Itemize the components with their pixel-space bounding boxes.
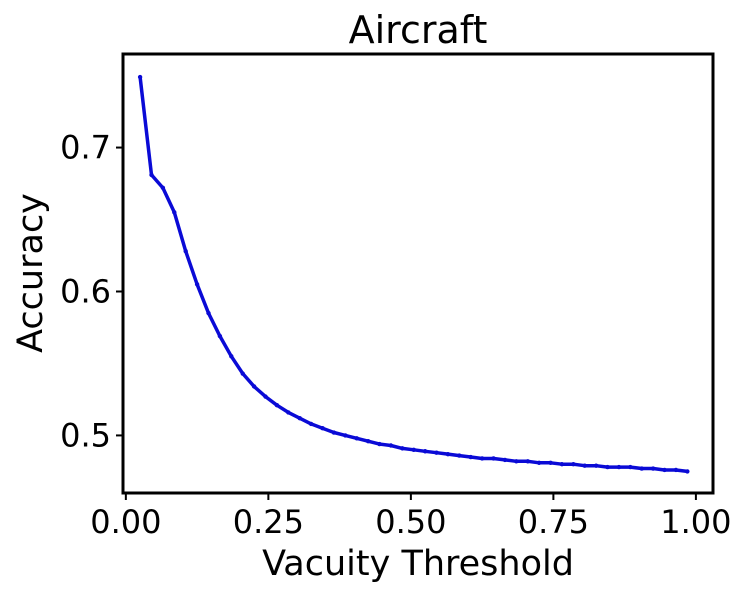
data-point [685,469,690,474]
data-point [377,441,382,447]
data-point [137,74,143,80]
data-point [286,410,291,415]
data-point [160,185,166,191]
data-point [559,462,565,467]
x-tick-label: 0.75 [518,503,589,541]
data-point [593,463,599,468]
data-point [616,464,622,470]
x-tick-label: 0.50 [375,503,446,541]
data-point [639,466,644,471]
data-point [457,453,462,458]
data-point [263,394,268,399]
y-axis-ticks: 0.5 0.6 0.7 [60,129,123,454]
data-point [251,384,257,389]
data-point [662,467,667,473]
data-point [297,415,302,421]
data-point [183,248,188,254]
data-point [229,354,234,359]
data-point [571,462,576,467]
x-tick-label: 1.00 [660,503,731,541]
y-tick-label: 0.7 [60,129,111,167]
data-point [548,460,553,465]
data-point [365,438,371,444]
data-point [331,430,337,435]
data-point [434,450,439,455]
data-point [354,436,359,441]
x-tick-label: 0.00 [90,503,161,541]
data-point [650,466,656,471]
data-point [217,333,223,339]
chart-title: Aircraft [349,8,488,52]
data-point [502,457,508,463]
data-point [582,463,587,468]
data-point [628,464,633,470]
data-point [240,371,245,376]
data-point [400,446,405,451]
data-point [605,464,610,470]
plot-layer [137,74,690,474]
data-point [343,433,348,438]
data-point [172,210,177,215]
x-axis-ticks: 0.00 0.25 0.50 0.75 1.00 [90,493,732,541]
data-point [491,456,496,461]
data-point [274,403,280,408]
data-point [149,172,154,178]
x-axis-label: Vacuity Threshold [262,544,574,584]
data-point [320,426,325,431]
x-tick-label: 0.25 [233,503,304,541]
plot-frame [121,52,715,495]
data-point [536,460,542,465]
data-point [514,459,519,464]
data-point [388,443,394,448]
data-point [308,421,314,427]
y-tick-label: 0.5 [60,416,111,454]
data-point [479,456,485,461]
data-point [673,467,679,473]
y-tick-label: 0.6 [60,272,111,310]
data-point [194,282,200,287]
y-axis-label: Accuracy [11,193,51,353]
data-point [422,449,428,454]
data-point [206,310,211,316]
data-point [525,459,530,464]
data-point [468,454,473,460]
data-point [411,447,416,453]
data-point [445,451,451,457]
series-line-0 [138,75,690,474]
